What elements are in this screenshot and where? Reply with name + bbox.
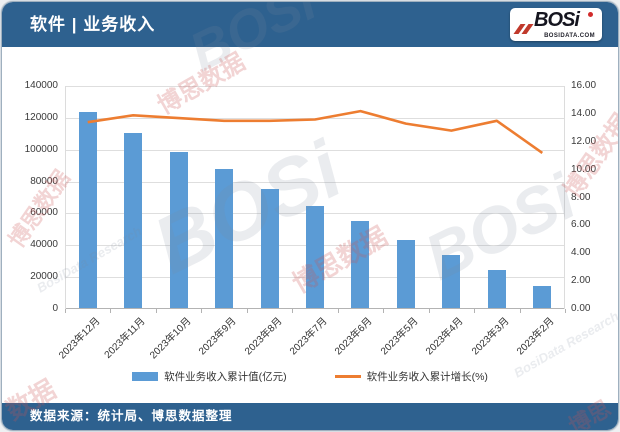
revenue-bar: [396, 240, 415, 308]
logo-domain: BOSIDATA.COM: [544, 33, 595, 39]
logo-wordmark: BOSi: [534, 9, 580, 31]
x-axis-label: 2023年8月: [242, 315, 285, 358]
x-axis-tick: [474, 309, 476, 313]
revenue-bar: [351, 221, 370, 308]
x-axis-label: 2023年6月: [333, 315, 376, 358]
revenue-bar: [215, 169, 234, 308]
revenue-bar: [169, 152, 188, 308]
logo-slash-icon: [513, 24, 534, 34]
legend-item-revenue: 软件业务收入累计值(亿元): [132, 369, 287, 384]
x-axis-tick: [65, 309, 66, 313]
left-axis-line: [65, 86, 66, 309]
y-axis-label-right: 6.00: [571, 219, 591, 231]
x-axis-line: [65, 308, 565, 309]
bosi-logo: BOSi BOSIDATA.COM: [510, 8, 602, 41]
x-axis-label: 2023年10月: [147, 315, 194, 362]
x-axis-tick: [246, 309, 248, 313]
legend-item-growth: 软件业务收入累计增长(%): [334, 369, 488, 384]
y-axis-label-left: 140000: [24, 80, 58, 91]
y-axis-label-left: 80000: [30, 175, 58, 187]
x-axis-label: 2023年2月: [515, 315, 557, 358]
y-axis-label-right: 4.00: [571, 247, 591, 259]
footer-bar: 数据来源：统计局、博思数据整理: [2, 403, 618, 430]
x-axis-tick: [428, 309, 430, 313]
x-axis-tick: [155, 309, 157, 313]
revenue-bar: [78, 112, 97, 308]
y-axis-label-right: 16.00: [571, 80, 597, 91]
x-axis-label: 2023年12月: [56, 315, 103, 362]
y-axis-label-left: 20000: [30, 271, 58, 283]
logo-dot-icon: [588, 12, 593, 17]
legend-label-revenue: 软件业务收入累计值(亿元): [164, 371, 287, 383]
y-axis-label-left: 0: [52, 303, 58, 314]
y-axis-label-left: 100000: [24, 143, 58, 155]
revenue-bar: [487, 270, 506, 308]
y-axis-label-left: 40000: [30, 239, 58, 251]
revenue-bar: [306, 206, 324, 308]
x-axis-tick: [110, 309, 112, 313]
revenue-bar: [260, 189, 279, 308]
growth-line: [87, 109, 544, 154]
right-axis-line: [564, 86, 565, 309]
y-axis-label-right: 0.00: [571, 303, 591, 314]
y-axis-label-right: 2.00: [571, 275, 591, 287]
plot-area: [65, 86, 565, 309]
data-source-text: 数据来源：统计局、博思数据整理: [30, 409, 233, 423]
grid-line: [65, 181, 565, 183]
x-axis-label: 2023年5月: [378, 315, 421, 358]
y-axis-label-right: 10.00: [571, 163, 597, 175]
x-axis-tick: [201, 309, 203, 313]
x-axis-label: 2023年11月: [102, 315, 148, 361]
revenue-bar: [533, 286, 552, 308]
x-axis-tick: [519, 309, 521, 313]
legend-line-swatch: [334, 375, 361, 378]
page-title: 软件 | 业务收入: [30, 15, 156, 34]
y-axis-label-left: 120000: [24, 111, 58, 123]
revenue-bar: [124, 133, 143, 308]
x-axis-tick: [292, 309, 294, 313]
x-axis-label: 2023年9月: [197, 315, 239, 358]
grid-line: [65, 86, 565, 87]
x-axis-label: 2023年7月: [288, 315, 330, 358]
y-axis-label-left: 60000: [30, 207, 58, 219]
x-axis-label: 2023年3月: [469, 315, 512, 358]
revenue-bar: [442, 255, 461, 308]
chart-legend: 软件业务收入累计值(亿元) 软件业务收入累计增长(%): [2, 369, 618, 384]
legend-label-growth: 软件业务收入累计增长(%): [366, 371, 488, 383]
grid-line: [65, 149, 565, 151]
x-axis-tick: [565, 309, 566, 313]
x-axis-label: 2023年4月: [424, 315, 466, 358]
y-axis-label-right: 12.00: [571, 135, 597, 147]
legend-bar-swatch: [132, 372, 159, 381]
x-axis-tick: [383, 309, 385, 313]
y-axis-label-right: 14.00: [571, 107, 597, 119]
x-axis-tick: [337, 309, 339, 313]
y-axis-label-right: 8.00: [571, 191, 591, 203]
header-bar: 软件 | 业务收入 BOSi BOSIDATA.COM: [2, 2, 618, 47]
